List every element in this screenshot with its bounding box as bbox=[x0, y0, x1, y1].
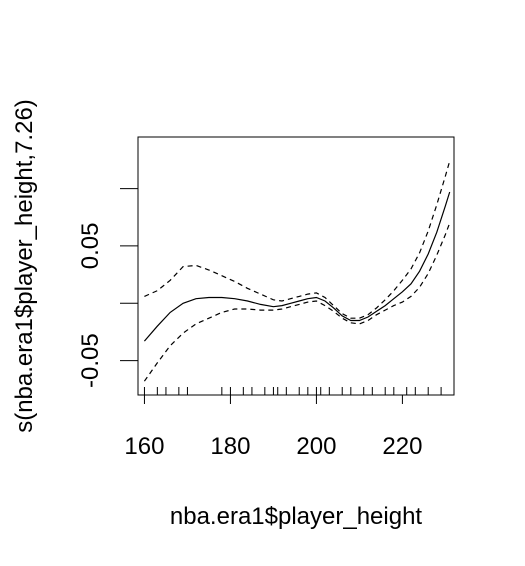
x-tick-label: 220 bbox=[382, 433, 422, 460]
smooth-fit-line-0 bbox=[143, 191, 451, 342]
y-tick-label: -0.05 bbox=[77, 333, 104, 388]
confidence-band-line-2 bbox=[143, 222, 451, 382]
rug-layer bbox=[143, 387, 442, 395]
x-tick-label: 200 bbox=[296, 433, 336, 460]
x-axis-label: nba.era1$player_height bbox=[170, 503, 423, 530]
y-axis-label: s(nba.era1$player_height,7.26) bbox=[11, 99, 38, 433]
x-axis: 160 180 200 220 bbox=[124, 394, 422, 460]
confidence-band-line-1 bbox=[144, 160, 451, 319]
x-tick-label: 180 bbox=[210, 433, 250, 460]
series-layer bbox=[143, 160, 451, 382]
plot-box bbox=[137, 136, 455, 396]
y-tick-label: 0.05 bbox=[77, 223, 104, 270]
x-tick-label: 160 bbox=[124, 433, 164, 460]
y-axis: -0.05 0.05 bbox=[77, 188, 139, 388]
